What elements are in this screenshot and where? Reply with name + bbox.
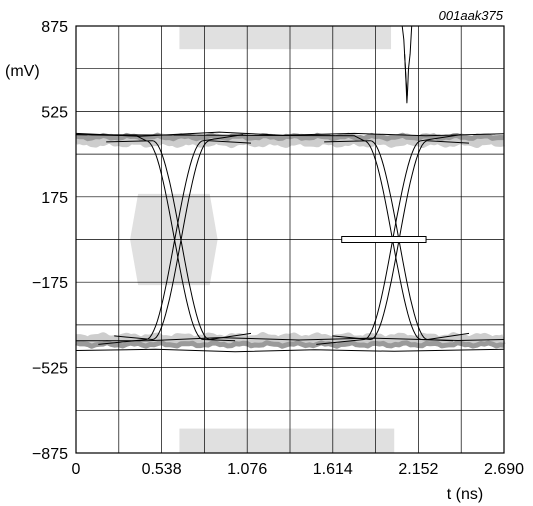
x-tick-label: 2.690 bbox=[484, 461, 524, 478]
trace-overshoot-spike-inner bbox=[404, 54, 408, 96]
trace-high-top bbox=[75, 131, 505, 137]
tick-label-layer: 0 0.538 1.076 1.614 2.152 2.690 875 525 175 −175 −… bbox=[32, 19, 524, 478]
y-tick-label: −525 bbox=[32, 361, 68, 378]
trace-falling-outer-1 bbox=[75, 134, 454, 342]
y-tick-label: −875 bbox=[32, 446, 68, 463]
y-axis-unit-label: (mV) bbox=[5, 63, 40, 80]
x-tick-label: 1.076 bbox=[227, 461, 267, 478]
x-tick-label: 1.614 bbox=[313, 461, 353, 478]
trace-rising-inner-0 bbox=[114, 140, 252, 340]
limit-mask-rect-2 bbox=[179, 428, 395, 453]
y-tick-label: −175 bbox=[32, 275, 68, 292]
x-tick-label: 0 bbox=[72, 461, 81, 478]
x-tick-label: 0.538 bbox=[142, 461, 182, 478]
y-tick-label: 525 bbox=[41, 104, 68, 121]
limit-mask-rect-1 bbox=[179, 26, 392, 50]
trace-overshoot-spike bbox=[401, 25, 413, 104]
x-tick-label: 2.152 bbox=[398, 461, 438, 478]
mask-layer bbox=[130, 26, 395, 453]
trace-falling-outer-0 bbox=[75, 134, 236, 342]
trace-low-bottom bbox=[75, 348, 505, 353]
trace-rising-outer-0 bbox=[98, 134, 244, 345]
y-tick-label: 875 bbox=[41, 19, 68, 36]
figure-id: 001aak375 bbox=[439, 8, 504, 23]
y-tick-label: 175 bbox=[41, 190, 68, 207]
grid-layer bbox=[76, 26, 504, 453]
x-axis-unit-label: t (ns) bbox=[447, 486, 483, 503]
annotation-bar bbox=[341, 236, 427, 243]
trace-layer bbox=[75, 25, 505, 353]
trace-low-top bbox=[76, 337, 505, 342]
plot-frame bbox=[75, 25, 505, 454]
